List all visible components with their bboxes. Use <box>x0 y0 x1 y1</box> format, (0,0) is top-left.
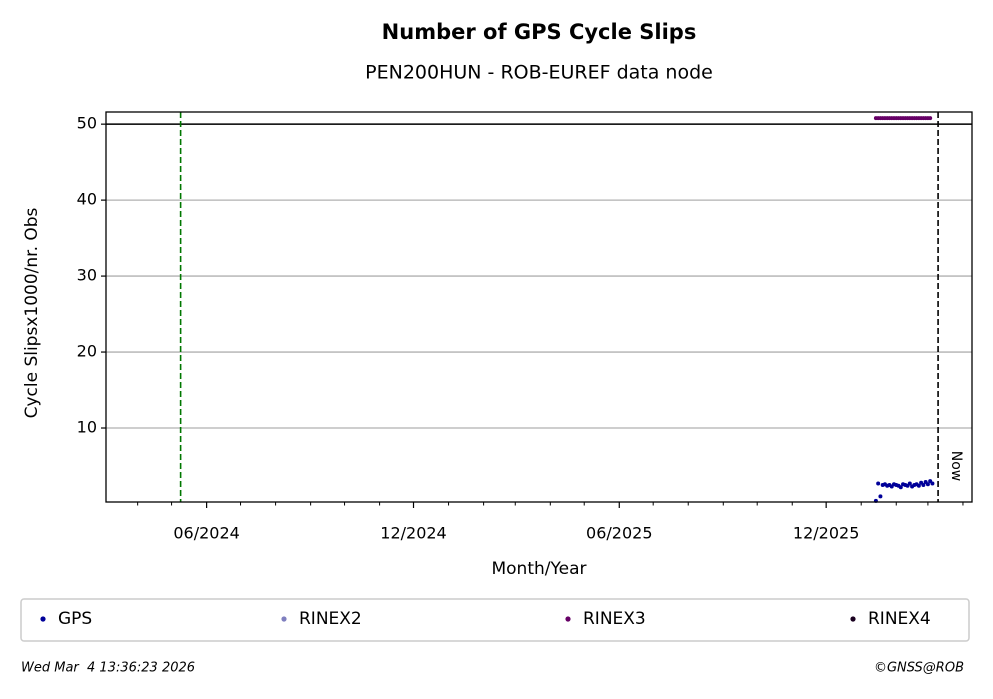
y-tick-label: 40 <box>77 190 97 209</box>
legend-marker <box>40 616 46 622</box>
legend-marker <box>565 616 571 622</box>
now-label: Now <box>948 451 964 482</box>
x-tick-label: 12/2025 <box>793 524 859 543</box>
y-tick-label: 50 <box>77 114 97 133</box>
data-point <box>928 116 933 121</box>
data-point <box>907 481 912 486</box>
y-tick-label: 30 <box>77 266 97 285</box>
timestamp: Wed Mar 4 13:36:23 2026 <box>21 661 195 676</box>
legend-marker <box>281 616 287 622</box>
x-axis-label: Month/Year <box>491 559 586 579</box>
data-point <box>898 485 903 490</box>
data-point <box>876 481 881 486</box>
chart-title: Number of GPS Cycle Slips <box>382 20 697 44</box>
data-point <box>930 481 935 486</box>
plot-frame <box>105 111 973 503</box>
x-tick-label: 06/2025 <box>586 524 652 543</box>
legend-label: RINEX4 <box>868 609 931 629</box>
data-point <box>921 482 926 487</box>
legend-label: RINEX2 <box>299 609 362 629</box>
legend-marker <box>850 616 856 622</box>
x-tick-label: 06/2024 <box>173 524 239 543</box>
y-tick-label: 10 <box>77 418 97 437</box>
credit: ©GNSS@ROB <box>874 661 964 676</box>
x-tick-label: 12/2024 <box>380 524 446 543</box>
data-point <box>878 494 883 499</box>
legend-label: RINEX3 <box>583 609 646 629</box>
legend-label: GPS <box>58 609 92 629</box>
chart-subtitle: PEN200HUN - ROB-EUREF data node <box>365 62 713 84</box>
data-point <box>925 482 930 487</box>
data-point <box>916 483 921 488</box>
y-tick-label: 20 <box>77 342 97 361</box>
legend-box <box>20 598 970 642</box>
y-axis-label: Cycle Slipsx1000/nr. Obs <box>22 207 42 418</box>
